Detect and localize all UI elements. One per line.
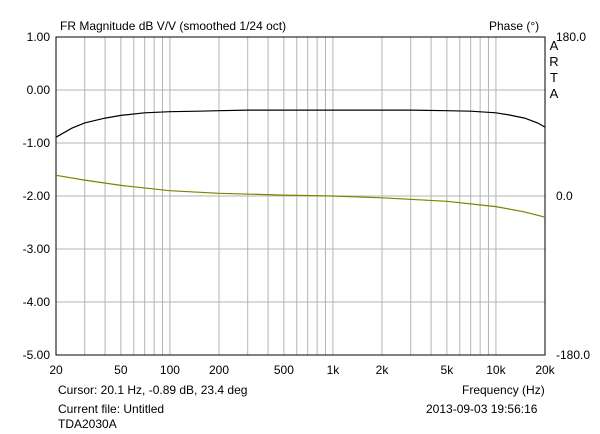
timestamp: 2013-09-03 19:56:16 [426, 402, 538, 416]
x-tick-label: 10k [486, 363, 506, 377]
brand-letter: A [549, 38, 559, 53]
current-file-label: Current file: Untitled [58, 402, 165, 416]
y-tick-label: -1.00 [22, 136, 50, 150]
y2-tick-label: 0.0 [556, 189, 573, 203]
y-tick-label: -5.00 [22, 348, 50, 362]
cursor-readout: Cursor: 20.1 Hz, -0.89 dB, 23.4 deg [58, 383, 248, 397]
x-tick-label: 200 [208, 363, 230, 377]
chart-title: FR Magnitude dB V/V (smoothed 1/24 oct) [60, 19, 287, 33]
plot-frame [55, 36, 546, 356]
x-tick-label: 20 [49, 363, 63, 377]
phase-series-line [55, 174, 546, 218]
y-tick-label: 1.00 [26, 30, 50, 44]
x-axis-label: Frequency (Hz) [462, 383, 545, 397]
x-tick-label: 20k [535, 363, 555, 377]
device-label: TDA2030A [58, 417, 117, 431]
y-tick-label: -4.00 [22, 295, 50, 309]
y-tick-label: -3.00 [22, 242, 50, 256]
brand-letter: T [550, 70, 558, 85]
x-tick-label: 2k [375, 363, 389, 377]
brand-letter: R [549, 54, 559, 69]
magnitude-series-line [55, 109, 546, 138]
brand-letter: A [549, 86, 559, 101]
x-tick-label: 100 [159, 363, 180, 377]
y-tick-label: 0.00 [26, 83, 50, 97]
x-tick-label: 500 [273, 363, 294, 377]
x-tick-label: 1k [326, 363, 340, 377]
y2-tick-label: 180.0 [556, 30, 587, 44]
y-tick-label: -2.00 [22, 189, 50, 203]
x-tick-label: 50 [114, 363, 128, 377]
y2-tick-label: -180.0 [556, 348, 591, 362]
right-axis-title: Phase (°) [489, 19, 540, 33]
x-tick-label: 5k [440, 363, 454, 377]
